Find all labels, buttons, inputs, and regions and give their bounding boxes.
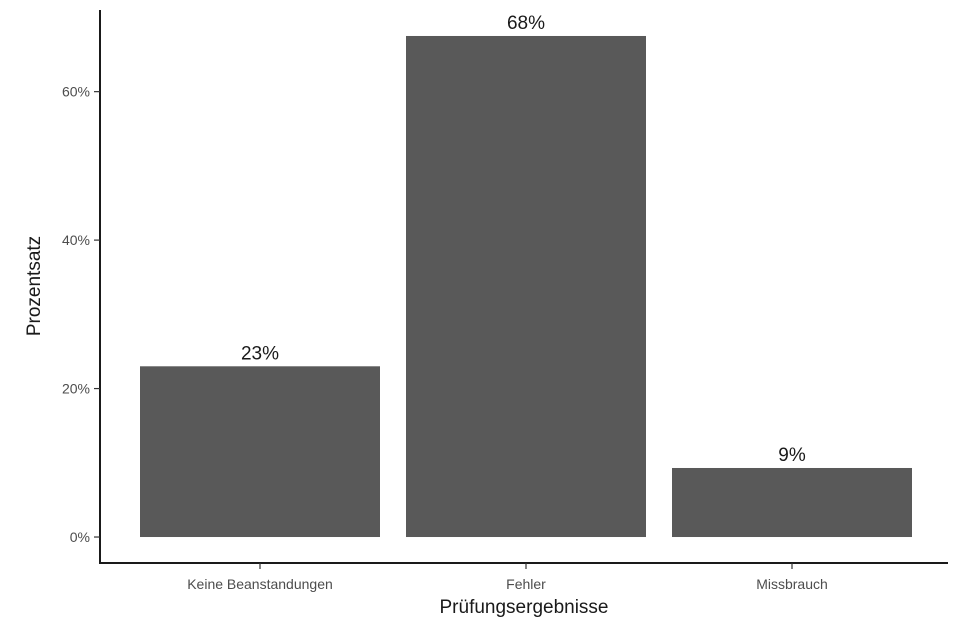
bar-0	[140, 366, 380, 538]
y-tick-label-2: 40%	[62, 232, 90, 248]
x-tick-label-0: Keine Beanstandungen	[187, 576, 333, 592]
y-tick-label-3: 60%	[62, 84, 90, 100]
x-tick-label-2: Missbrauch	[756, 576, 828, 592]
bar-2	[672, 467, 912, 538]
data-labels-group: 23% 68% 9%	[241, 13, 806, 466]
y-axis-ticks: 0% 20% 40% 60%	[62, 84, 100, 545]
bar-1	[406, 35, 646, 538]
y-tick-label-0: 0%	[70, 529, 90, 545]
y-axis-title: Prozentsatz	[24, 236, 45, 336]
data-label-1: 68%	[507, 13, 545, 34]
data-label-0: 23%	[241, 343, 279, 364]
bars-group	[140, 35, 912, 538]
x-axis-ticks: Keine Beanstandungen Fehler Missbrauch	[187, 563, 828, 592]
data-label-2: 9%	[778, 445, 806, 466]
x-tick-label-1: Fehler	[506, 576, 546, 592]
x-axis-title: Prüfungsergebnisse	[440, 597, 609, 618]
y-tick-label-1: 20%	[62, 381, 90, 397]
